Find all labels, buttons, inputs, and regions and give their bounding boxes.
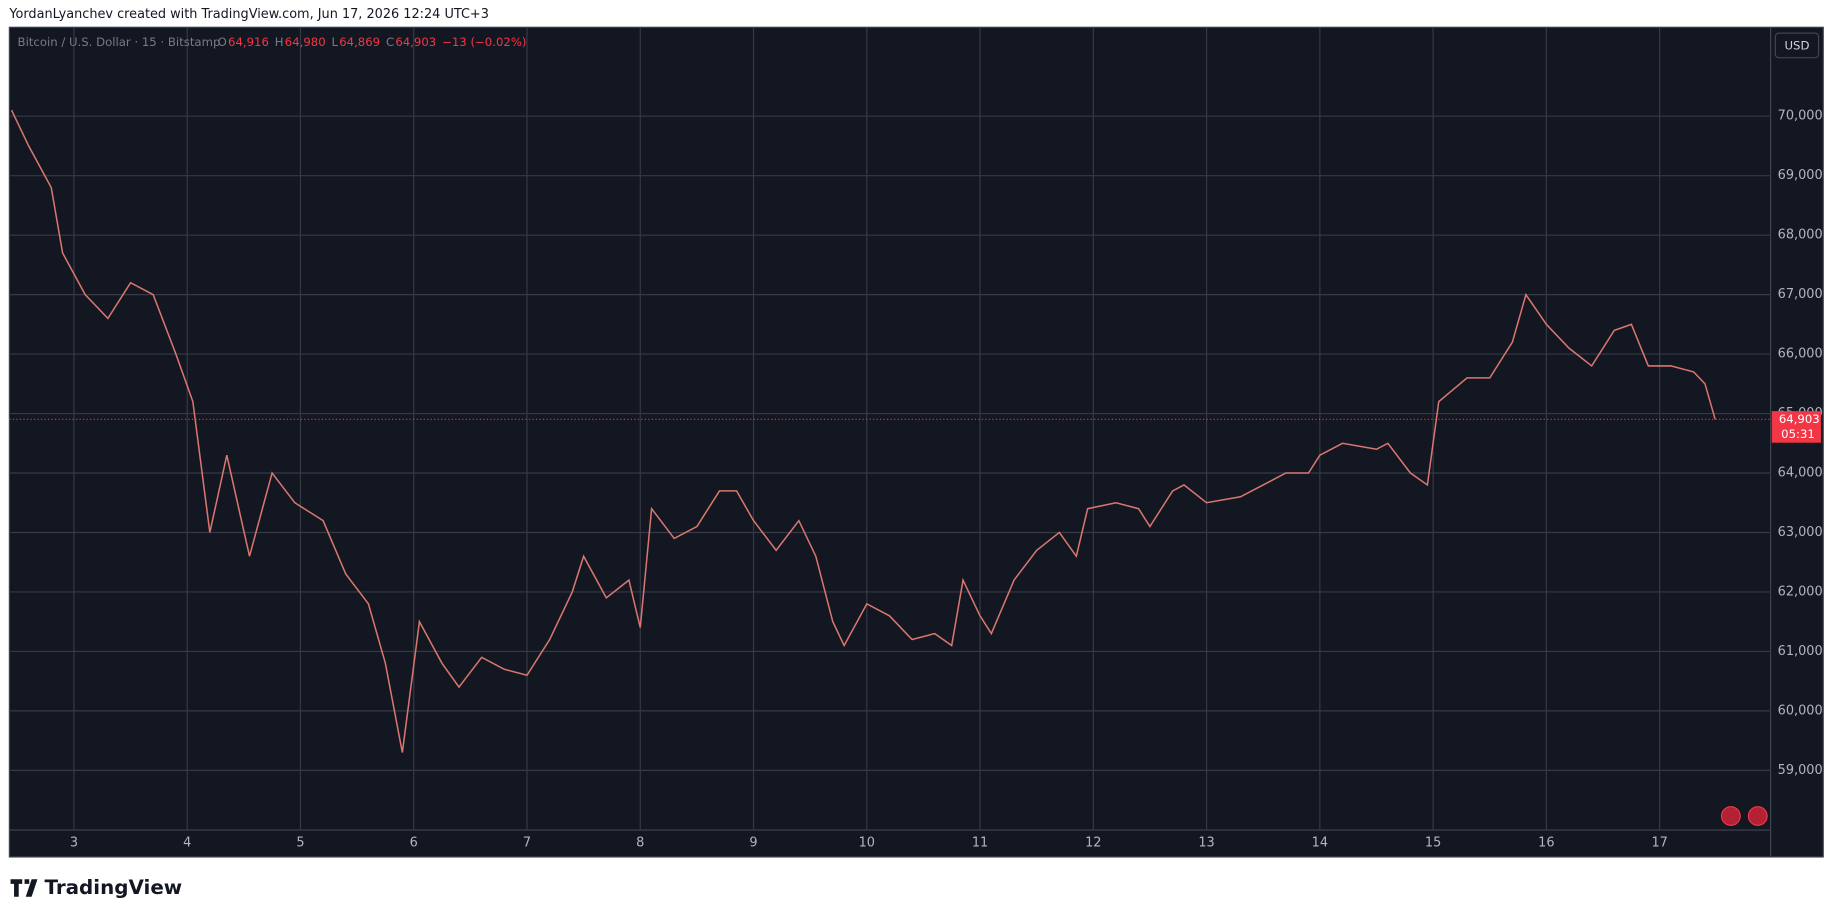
y-tick-label: 67,000	[1778, 287, 1823, 302]
y-tick-label: 62,000	[1778, 584, 1823, 599]
x-tick-label: 16	[1538, 835, 1554, 850]
brand-logo	[10, 879, 38, 897]
y-tick-label: 68,000	[1778, 228, 1823, 243]
last-price-box	[1771, 411, 1821, 443]
x-tick-label: 6	[410, 835, 418, 850]
x-tick-label: 12	[1085, 835, 1101, 850]
x-tick-label: 9	[749, 835, 757, 850]
x-tick-label: 13	[1198, 835, 1214, 850]
x-tick-label: 4	[183, 835, 191, 850]
y-tick-label: 70,000	[1778, 109, 1823, 124]
ohlc-value: 64,869	[339, 35, 380, 49]
x-tick-label: 17	[1651, 835, 1667, 850]
y-tick-label: 64,000	[1778, 466, 1823, 481]
y-tick-label: 59,000	[1778, 763, 1823, 778]
y-tick-label: 60,000	[1778, 703, 1823, 718]
event-icon[interactable]	[1720, 806, 1741, 826]
ohlc-value: 64,980	[285, 35, 326, 49]
brand-name: TradingView	[44, 876, 182, 899]
ohlc-key: C	[386, 35, 394, 49]
symbol-legend: Bitcoin / U.S. Dollar · 15 · Bitstamp	[18, 35, 221, 49]
ohlc-value: 64,916	[228, 35, 269, 49]
x-tick-label: 15	[1425, 835, 1441, 850]
x-tick-label: 5	[296, 835, 304, 850]
event-icon[interactable]	[1747, 806, 1768, 826]
chart-pane	[8, 26, 1824, 858]
x-tick-label: 11	[972, 835, 988, 850]
currency-button[interactable]	[1774, 32, 1820, 59]
ohlc-key: O	[218, 35, 227, 49]
ohlc-key: L	[332, 35, 339, 49]
countdown-label: 05:31	[1781, 427, 1815, 441]
change: −13 (−0.02%)	[442, 35, 526, 49]
y-tick-label: 63,000	[1778, 525, 1823, 540]
attribution: YordanLyanchev created with TradingView.…	[8, 7, 489, 22]
ohlc-key: H	[275, 35, 284, 49]
x-tick-label: 7	[523, 835, 531, 850]
x-tick-label: 3	[70, 835, 78, 850]
currency-label: USD	[1784, 38, 1809, 52]
x-tick-label: 14	[1312, 835, 1328, 850]
x-tick-label: 10	[859, 835, 875, 850]
ohlc-value: 64,903	[395, 35, 436, 49]
y-tick-label: 69,000	[1778, 168, 1823, 183]
y-tick-label: 66,000	[1778, 347, 1823, 362]
x-tick-label: 8	[636, 835, 644, 850]
price-line	[10, 109, 1716, 753]
y-tick-label: 61,000	[1778, 644, 1823, 659]
last-price-label: 64,903	[1779, 412, 1820, 426]
